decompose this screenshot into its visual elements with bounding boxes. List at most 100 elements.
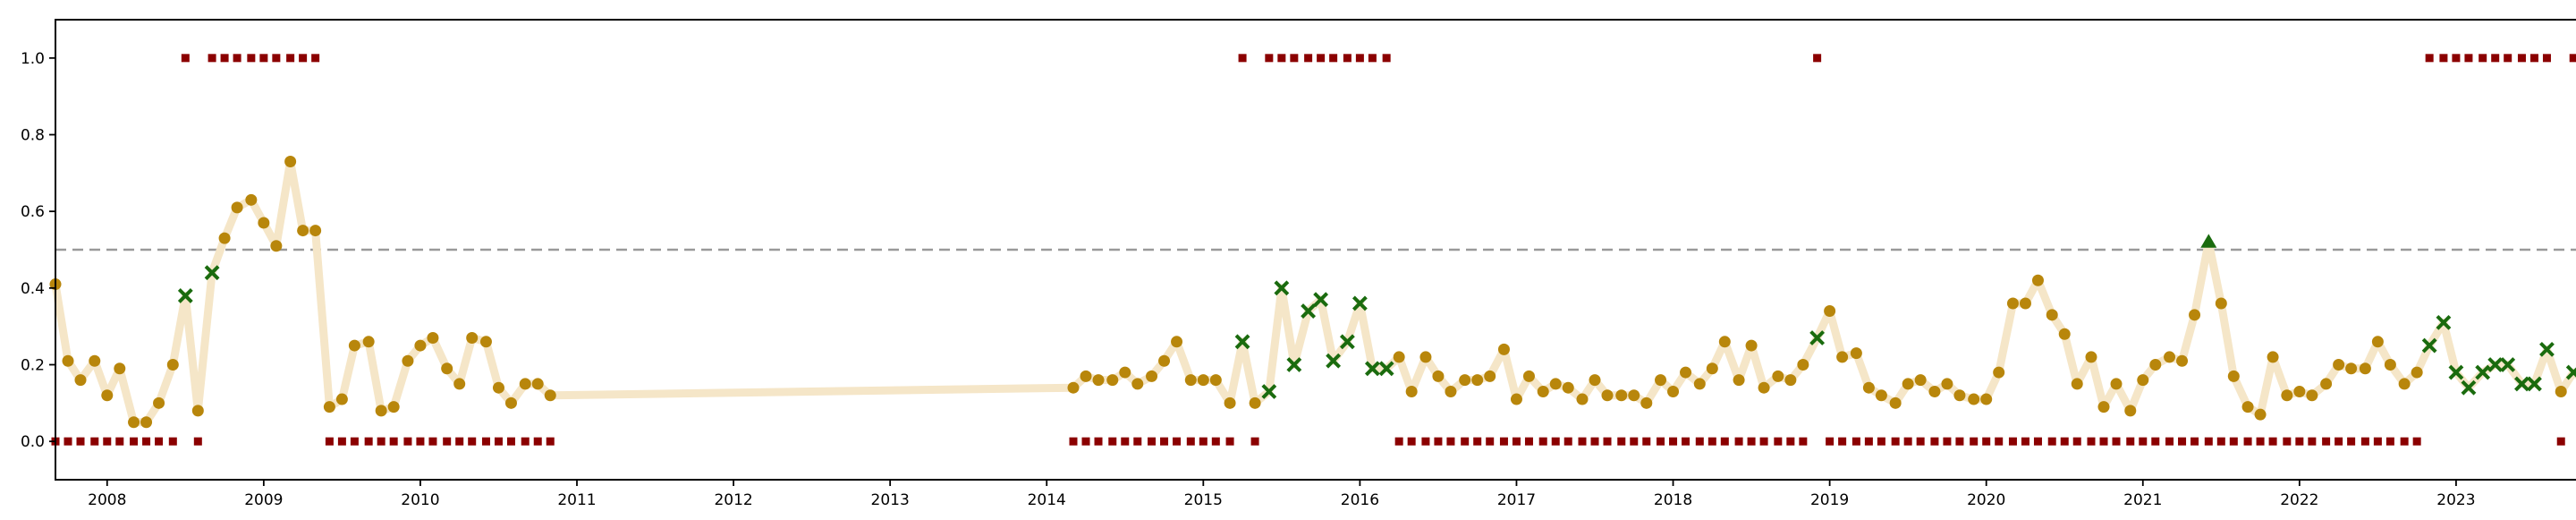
- x-tick-label: 2011: [557, 491, 596, 509]
- binary-marker: [1917, 438, 1925, 446]
- data-point: [2098, 401, 2110, 413]
- data-point: [1797, 359, 1809, 371]
- binary-marker: [1500, 438, 1508, 446]
- binary-marker: [1239, 54, 1247, 62]
- binary-marker: [2439, 54, 2447, 62]
- binary-marker: [1826, 438, 1834, 446]
- data-point: [2032, 275, 2044, 286]
- binary-marker: [2464, 54, 2472, 62]
- binary-marker: [1408, 438, 1416, 446]
- data-point: [1185, 374, 1197, 386]
- binary-marker: [1199, 438, 1208, 446]
- binary-marker: [1630, 438, 1638, 446]
- data-point: [284, 156, 296, 167]
- data-point: [480, 336, 492, 347]
- binary-marker: [2257, 438, 2265, 446]
- data-point: [1146, 371, 1157, 382]
- data-point: [1640, 397, 1652, 409]
- binary-marker: [1865, 438, 1873, 446]
- x-tick-label: 2015: [1184, 491, 1223, 509]
- binary-marker: [1446, 438, 1454, 446]
- data-point: [414, 340, 426, 352]
- binary-marker: [1095, 438, 1103, 446]
- data-point: [402, 355, 413, 367]
- binary-marker: [1564, 438, 1572, 446]
- data-point: [219, 233, 231, 244]
- binary-marker: [1838, 438, 1846, 446]
- series-line: [55, 162, 2576, 422]
- binary-marker: [64, 438, 72, 446]
- binary-marker: [521, 438, 530, 446]
- binary-marker: [1813, 54, 1821, 62]
- data-point: [63, 355, 74, 367]
- binary-marker: [468, 438, 476, 446]
- data-point: [1772, 371, 1784, 382]
- binary-marker: [495, 438, 503, 446]
- binary-marker: [2217, 438, 2225, 446]
- binary-marker: [1304, 54, 1312, 62]
- binary-marker: [115, 438, 123, 446]
- x-tick-label: 2008: [88, 491, 126, 509]
- data-point: [258, 217, 269, 229]
- binary-marker: [169, 438, 177, 446]
- binary-marker: [443, 438, 451, 446]
- data-point: [1719, 336, 1731, 347]
- data-point: [324, 401, 335, 413]
- data-point: [466, 332, 478, 344]
- binary-marker: [1133, 438, 1141, 446]
- data-point: [1523, 371, 1535, 382]
- binary-marker: [1395, 438, 1403, 446]
- binary-marker: [2401, 438, 2409, 446]
- data-point: [1210, 374, 1222, 386]
- data-point: [2007, 297, 2019, 309]
- data-point: [1915, 374, 1927, 386]
- binary-marker: [2244, 438, 2252, 446]
- data-point: [532, 378, 544, 389]
- data-point: [1511, 394, 1522, 405]
- data-point: [1538, 386, 1549, 397]
- binary-marker: [272, 54, 280, 62]
- data-point: [1667, 386, 1679, 397]
- binary-marker: [2190, 438, 2199, 446]
- binary-marker: [1383, 54, 1391, 62]
- binary-marker: [1539, 438, 1547, 446]
- data-point: [1080, 371, 1092, 382]
- binary-marker: [1121, 438, 1129, 446]
- binary-marker: [1642, 438, 1650, 446]
- data-point: [441, 362, 453, 374]
- data-point: [1119, 367, 1131, 379]
- binary-marker: [507, 438, 515, 446]
- data-point: [1615, 389, 1627, 401]
- binary-marker: [247, 54, 255, 62]
- data-point: [1694, 378, 1706, 389]
- data-point: [1876, 389, 1887, 401]
- data-point: [1419, 351, 1431, 362]
- data-point: [1093, 374, 1105, 386]
- data-point: [1106, 374, 1118, 386]
- data-point: [2216, 297, 2227, 309]
- binary-marker: [416, 438, 424, 446]
- binary-marker: [90, 438, 98, 446]
- binary-marker: [2151, 438, 2159, 446]
- x-tick-label: 2016: [1341, 491, 1379, 509]
- data-point: [1628, 389, 1640, 401]
- data-point: [2385, 359, 2396, 371]
- data-point: [1953, 389, 1965, 401]
- binary-marker: [2295, 438, 2303, 446]
- data-point: [1131, 378, 1143, 389]
- data-point: [153, 397, 165, 409]
- binary-marker: [1290, 54, 1298, 62]
- data-point: [2072, 378, 2083, 389]
- binary-marker: [390, 438, 398, 446]
- binary-marker: [1995, 438, 2003, 446]
- x-tick-label: 2021: [2123, 491, 2162, 509]
- binary-marker: [1760, 438, 1768, 446]
- binary-marker: [428, 438, 436, 446]
- data-point: [2111, 378, 2123, 389]
- binary-marker: [259, 54, 267, 62]
- data-point: [1067, 382, 1079, 394]
- data-point: [1158, 355, 1170, 367]
- data-point: [493, 382, 504, 394]
- binary-marker: [2413, 438, 2421, 446]
- binary-marker: [2087, 438, 2095, 446]
